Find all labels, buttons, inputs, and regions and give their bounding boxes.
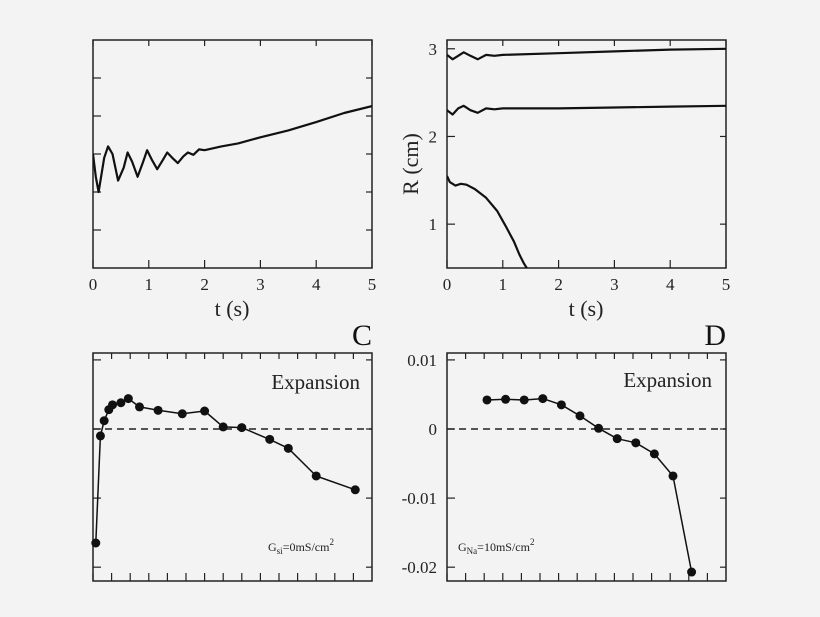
data-point	[177, 409, 187, 419]
x-tick-label: 4	[666, 275, 675, 294]
plot-frame	[92, 39, 373, 269]
data-point	[265, 434, 275, 444]
data-point	[350, 485, 360, 495]
x-tick-label: 5	[722, 275, 731, 294]
data-point	[200, 406, 210, 416]
x-tick-label: 1	[499, 275, 508, 294]
data-point	[218, 422, 228, 432]
x-tick-label: 0	[443, 275, 452, 294]
tick-marks	[92, 40, 373, 268]
data-point	[687, 567, 697, 577]
data-point	[556, 400, 566, 410]
data-point	[91, 538, 101, 548]
y-tick-label: -0.02	[402, 558, 437, 577]
series-line-C	[95, 397, 356, 544]
data-point	[116, 398, 126, 408]
data-point	[594, 423, 604, 433]
plot-frame	[446, 39, 727, 269]
y-tick-label: 1	[429, 215, 438, 234]
panel-letter: C	[352, 319, 372, 352]
data-point	[123, 394, 133, 404]
series-line-middle	[447, 104, 726, 116]
data-point	[649, 449, 659, 459]
x-tick-label: 0	[89, 275, 98, 294]
x-tick-label: 3	[610, 275, 619, 294]
data-point	[99, 416, 109, 426]
data-point	[283, 443, 293, 453]
x-tick-label: 2	[200, 275, 209, 294]
data-point	[95, 431, 105, 441]
data-point	[482, 395, 492, 405]
x-axis-label: t (s)	[569, 296, 604, 321]
legend-text: GNa=10mS/cm2	[458, 537, 534, 556]
plot-frame	[92, 352, 373, 582]
x-tick-label: 3	[256, 275, 265, 294]
series-group	[91, 394, 360, 548]
panel-top-left: 0 1 2 3 4 5 t (s)	[89, 39, 377, 321]
panel-top-right: 0 1 2 3 4 5 1 2 3 t (s) R (cm)	[398, 39, 731, 321]
y-tick-label: 0.01	[407, 351, 437, 370]
data-point	[501, 394, 511, 404]
data-point	[668, 471, 678, 481]
annotation-text: Expansion	[271, 370, 360, 394]
series-group	[482, 394, 697, 577]
data-point	[575, 411, 585, 421]
tick-marks	[446, 353, 726, 581]
data-point	[519, 395, 529, 405]
series-line-trace	[93, 105, 372, 194]
x-tick-label: 5	[368, 275, 377, 294]
x-axis-label: t (s)	[215, 296, 250, 321]
plot-frame	[446, 352, 727, 582]
series-group	[447, 47, 726, 268]
data-point	[612, 434, 622, 444]
x-tick-labels: 0 1 2 3 4 5	[89, 275, 377, 294]
panel-C: C Expansion Gsi=0mS/cm2	[91, 319, 373, 582]
y-tick-labels: 0.01 0 -0.01 -0.02	[402, 351, 437, 577]
x-tick-label: 4	[312, 275, 321, 294]
data-point	[311, 471, 321, 481]
tick-marks	[446, 40, 727, 268]
y-tick-label: -0.01	[402, 489, 437, 508]
data-point	[135, 402, 144, 412]
data-point	[538, 394, 548, 404]
data-point	[237, 423, 247, 433]
x-tick-label: 2	[554, 275, 563, 294]
tick-labels: 0 1 2 3 4 5 1 2 3	[429, 40, 731, 294]
panel-letter: D	[704, 319, 726, 352]
series-line-lower	[447, 175, 529, 268]
annotation-text: Expansion	[623, 368, 712, 392]
y-tick-label: 2	[429, 127, 438, 146]
y-axis-label: R (cm)	[398, 133, 423, 195]
legend-text: Gsi=0mS/cm2	[268, 537, 334, 556]
data-point	[631, 438, 641, 448]
panel-D: 0.01 0 -0.01 -0.02 D Expansion GNa=10mS/cm2	[402, 319, 727, 582]
series-line-upper	[447, 47, 726, 61]
data-point	[153, 405, 163, 415]
x-tick-label: 1	[145, 275, 154, 294]
y-tick-label: 0	[429, 420, 438, 439]
data-point	[108, 400, 118, 410]
y-tick-label: 3	[429, 40, 438, 59]
series-group	[93, 105, 372, 194]
